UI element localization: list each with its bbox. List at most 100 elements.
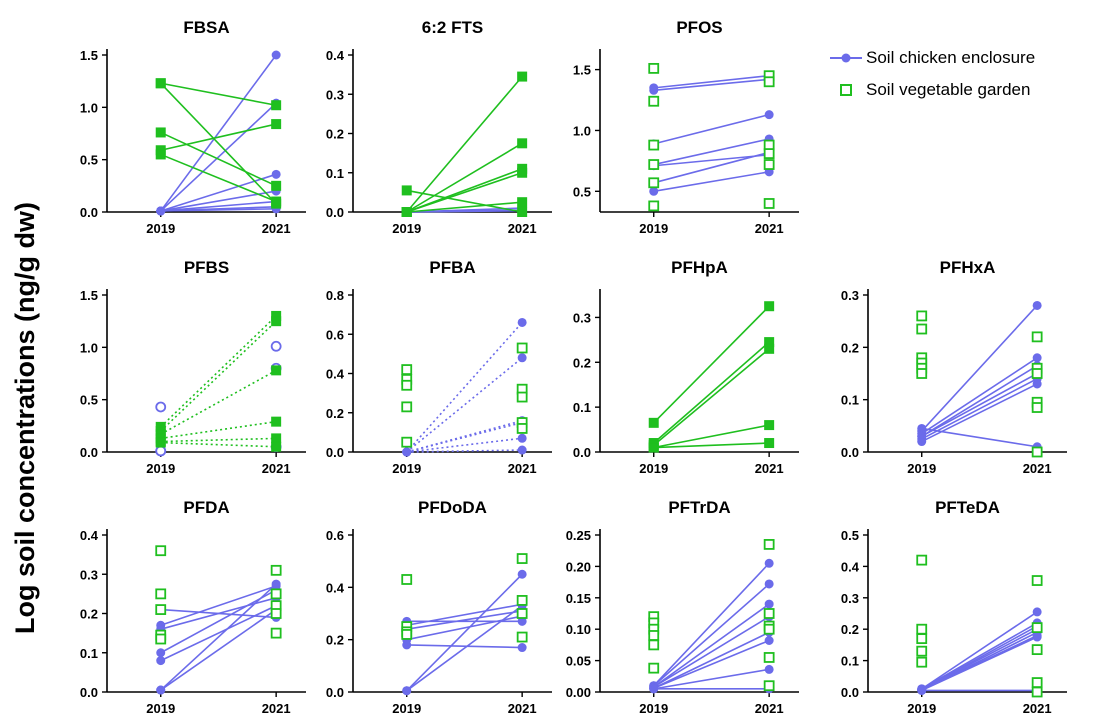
x-tick-label: 2019 bbox=[146, 221, 175, 236]
data-point-garden bbox=[649, 141, 658, 150]
data-point-garden bbox=[765, 625, 774, 634]
y-tick-label: 0.2 bbox=[326, 127, 344, 142]
data-point-garden bbox=[272, 566, 281, 575]
series-line-chicken bbox=[654, 641, 769, 689]
y-tick-label: 0.2 bbox=[841, 340, 859, 355]
data-point-chicken bbox=[157, 657, 165, 665]
data-point-chicken bbox=[272, 342, 281, 351]
y-tick-label: 0.15 bbox=[566, 591, 591, 606]
series-line-chicken bbox=[922, 428, 1037, 446]
data-point-chicken bbox=[157, 207, 165, 215]
x-tick-label: 2019 bbox=[639, 701, 668, 716]
data-point-garden bbox=[1033, 576, 1042, 585]
y-tick-label: 0.5 bbox=[80, 153, 98, 168]
y-tick-label: 0.2 bbox=[573, 355, 591, 370]
series-line-chicken bbox=[654, 617, 769, 687]
y-tick-label: 0.3 bbox=[80, 567, 98, 582]
y-tick-label: 0.4 bbox=[326, 367, 345, 382]
series-line-chicken bbox=[922, 612, 1037, 689]
series-line-chicken bbox=[922, 366, 1037, 437]
data-point-garden bbox=[649, 631, 658, 640]
y-tick-label: 0.0 bbox=[326, 685, 344, 700]
data-point-garden bbox=[272, 101, 281, 110]
panel-pfhpa: PFHpA0.00.10.20.32019 2021 bbox=[573, 258, 799, 476]
y-tick-label: 0.3 bbox=[573, 310, 591, 325]
y-tick-label: 1.0 bbox=[80, 340, 98, 355]
y-tick-label: 0.1 bbox=[841, 393, 859, 408]
data-point-garden bbox=[1033, 645, 1042, 654]
x-tick-label: 2021 bbox=[508, 221, 537, 236]
y-tick-label: 0.4 bbox=[841, 559, 860, 574]
y-tick-label: 0.20 bbox=[566, 559, 591, 574]
x-tick-label: 2019 bbox=[392, 221, 421, 236]
data-point-garden bbox=[272, 197, 281, 206]
series-line-garden bbox=[654, 306, 769, 423]
data-point-garden bbox=[765, 344, 774, 353]
data-point-garden bbox=[518, 393, 527, 402]
y-tick-label: 0.1 bbox=[80, 646, 98, 661]
y-tick-label: 0.3 bbox=[326, 87, 344, 102]
data-point-garden bbox=[649, 418, 658, 427]
data-point-garden bbox=[1033, 332, 1042, 341]
data-point-garden bbox=[649, 160, 658, 169]
data-point-garden bbox=[917, 625, 926, 634]
data-point-garden bbox=[765, 421, 774, 430]
y-tick-label: 0.6 bbox=[326, 327, 344, 342]
panel-pfda: PFDA0.00.10.20.30.42019 2021 bbox=[80, 498, 306, 716]
data-point-garden bbox=[402, 208, 411, 217]
panel-6-2-fts: 6:2 FTS 0.0 0.1 0.2 0.3 0.4 2019 2021 bbox=[326, 18, 552, 236]
series-line-chicken bbox=[654, 584, 769, 686]
panel-title: PFBS bbox=[184, 258, 229, 277]
x-tick-label: 2021 bbox=[262, 461, 291, 476]
y-tick-label: 1.0 bbox=[80, 100, 98, 115]
data-point-garden bbox=[272, 442, 281, 451]
data-point-garden bbox=[1033, 623, 1042, 632]
y-tick-label: 0.1 bbox=[326, 166, 344, 181]
y-tick-label: 0.3 bbox=[841, 288, 859, 303]
data-point-garden bbox=[518, 198, 527, 207]
x-tick-label: 2021 bbox=[508, 461, 537, 476]
x-tick-label: 2019 bbox=[907, 701, 936, 716]
data-point-garden bbox=[649, 64, 658, 73]
data-point-chicken bbox=[918, 686, 926, 694]
y-axis-label: Log soil concentrations (ng/g dw) bbox=[10, 202, 40, 634]
series-line-chicken bbox=[654, 172, 769, 191]
series-line-garden bbox=[161, 438, 276, 441]
data-point-garden bbox=[518, 72, 527, 81]
data-point-chicken bbox=[272, 51, 280, 59]
data-point-chicken bbox=[156, 446, 165, 455]
panel-pfbs: PFBS 0.0 0.5 1.0 1.5 2019 2021 bbox=[80, 258, 306, 476]
x-tick-label: 2021 bbox=[1023, 461, 1052, 476]
panel-title: FBSA bbox=[183, 18, 229, 37]
y-tick-label: 0.2 bbox=[80, 607, 98, 622]
data-point-chicken bbox=[518, 318, 526, 326]
data-point-garden bbox=[156, 128, 165, 137]
y-tick-label: 0.4 bbox=[326, 580, 345, 595]
data-point-garden bbox=[518, 139, 527, 148]
y-tick-label: 0.0 bbox=[80, 445, 98, 460]
data-point-chicken bbox=[765, 600, 773, 608]
data-point-garden bbox=[518, 609, 527, 618]
data-point-garden bbox=[156, 79, 165, 88]
data-point-garden bbox=[917, 556, 926, 565]
data-point-chicken bbox=[650, 187, 658, 195]
data-point-chicken bbox=[765, 665, 773, 673]
data-point-garden bbox=[917, 634, 926, 643]
series-line-chicken bbox=[161, 586, 276, 625]
x-tick-label: 2021 bbox=[755, 461, 784, 476]
data-point-garden bbox=[272, 629, 281, 638]
y-tick-label: 0.0 bbox=[841, 685, 859, 700]
series-line-chicken bbox=[407, 423, 522, 452]
data-point-garden bbox=[649, 640, 658, 649]
panel-title: 6:2 FTS bbox=[422, 18, 483, 37]
y-tick-label: 0.4 bbox=[80, 528, 99, 543]
series-line-garden bbox=[161, 321, 276, 431]
data-point-garden bbox=[765, 609, 774, 618]
legend-label-garden: Soil vegetable garden bbox=[866, 80, 1030, 100]
y-tick-label: 0.25 bbox=[566, 528, 591, 543]
panel-title: PFHpA bbox=[671, 258, 728, 277]
series-line-chicken bbox=[922, 623, 1037, 689]
x-tick-label: 2019 bbox=[639, 221, 668, 236]
data-point-garden bbox=[402, 575, 411, 584]
